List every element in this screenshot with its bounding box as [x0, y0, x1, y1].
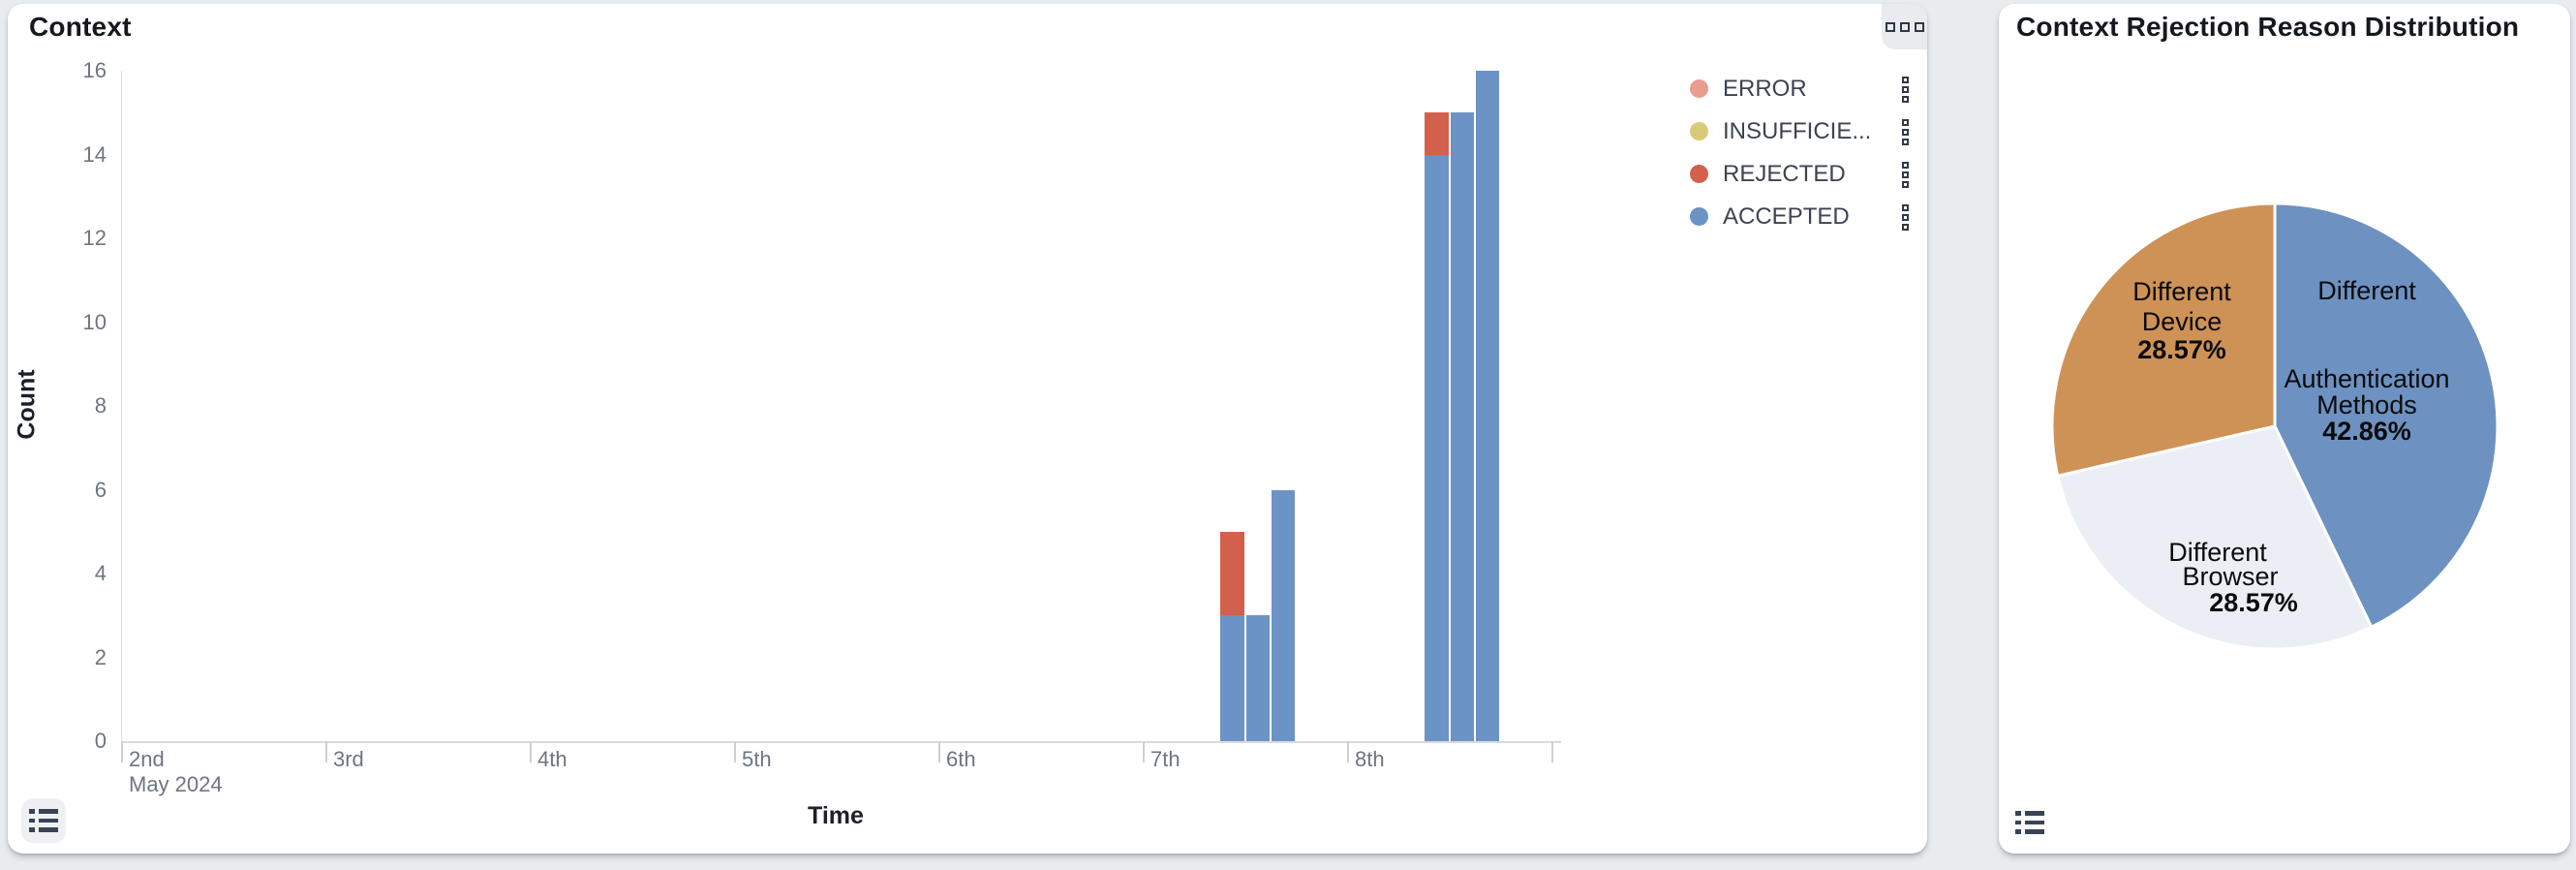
drag-handle-square — [1902, 139, 1909, 145]
pie-slice-percent: 28.57% — [2209, 588, 2298, 617]
y-axis-tick-label: 4 — [94, 561, 107, 585]
grid-dots-icon — [1914, 21, 1924, 32]
y-axis-tick-label: 10 — [82, 309, 107, 334]
x-axis-tick — [1551, 741, 1553, 762]
drag-handle-square — [1902, 171, 1909, 178]
y-axis-tick-label: 16 — [82, 58, 107, 82]
pie-labels: Different Authentication Methods 42.86% Diff… — [1999, 4, 2570, 854]
bar-segment-accepted[interactable] — [1220, 615, 1244, 741]
drag-handle-square — [1902, 204, 1909, 211]
pie-slice-label: Authentication — [2284, 364, 2450, 393]
legend-drag-handle-icon[interactable] — [1902, 162, 1909, 188]
y-axis-tick-label: 0 — [94, 729, 107, 753]
x-axis-tick — [938, 741, 940, 762]
legend-item-label[interactable]: REJECTED — [1723, 161, 1846, 187]
x-axis-sub-label: May 2024 — [129, 772, 223, 796]
y-axis-tick-label: 12 — [82, 226, 107, 250]
bar-segment-rejected[interactable] — [1425, 112, 1449, 155]
pie-slice-label: Browser — [2182, 562, 2279, 591]
grid-dots-icon — [1885, 21, 1895, 32]
chart-legend: ERROR INSUFFICIE... REJECTED ACCEPTED — [8, 4, 1927, 256]
drag-handle-square — [1902, 162, 1909, 169]
panel-options-button[interactable] — [1882, 4, 1927, 49]
legend-item-label[interactable]: ERROR — [1723, 76, 1807, 102]
pie-slice-label: Different — [2132, 277, 2231, 306]
x-axis-tick — [121, 741, 123, 762]
y-axis-line — [121, 71, 122, 741]
drag-handle-square — [1902, 77, 1909, 83]
x-axis-tick-label: 7th — [1150, 747, 1181, 771]
list-view-button[interactable] — [2013, 808, 2046, 837]
x-axis-tick-label: 4th — [537, 747, 567, 771]
y-axis-tick-label: 2 — [94, 644, 107, 669]
legend-item-label[interactable]: ACCEPTED — [1723, 203, 1850, 230]
drag-handle-square — [1902, 119, 1909, 126]
panel-title-pie: Context Rejection Reason Distribution — [2016, 12, 2520, 42]
list-icon — [2015, 811, 2044, 834]
drag-handle-square — [1902, 181, 1909, 188]
x-axis-tick-label: 8th — [1355, 747, 1385, 771]
y-axis-tick-label: 14 — [82, 141, 107, 167]
x-axis-tick — [530, 741, 532, 762]
pie-slice-percent: 28.57% — [2137, 335, 2226, 364]
bar-segment-accepted[interactable] — [1475, 71, 1500, 741]
bar-segment-rejected[interactable] — [1220, 531, 1244, 616]
bar-segment-accepted[interactable] — [1245, 615, 1270, 741]
legend-item-label[interactable]: INSUFFICIE... — [1723, 118, 1872, 144]
x-axis-title: Time — [808, 802, 864, 829]
legend-drag-handle-icon[interactable] — [1902, 204, 1909, 231]
bar-chart-plot-area: 0 2 4 6 8 10 12 14 16 2nd May 2024 3rd 4th 5th 6th 7th 8… — [8, 4, 1927, 854]
grid-dots-icon — [1899, 21, 1910, 32]
pie-slice-label: Device — [2141, 307, 2223, 336]
x-axis-tick-label: 5th — [742, 747, 772, 771]
drag-handle-square — [1902, 214, 1909, 221]
bar-segment-accepted[interactable] — [1425, 154, 1449, 741]
pie-slice-label: Methods — [2316, 390, 2417, 419]
drag-handle-square — [1902, 96, 1909, 103]
bar-segment-accepted[interactable] — [1271, 489, 1296, 741]
legend-drag-handle-icon[interactable] — [1902, 119, 1909, 145]
x-axis-tick-label: 3rd — [333, 747, 364, 771]
list-icon — [29, 809, 58, 832]
x-axis-tick-label: 2nd — [129, 747, 165, 771]
context-chart-panel: Context Count Time 0 2 4 6 8 10 12 14 16 2nd May 2… — [8, 4, 1927, 854]
legend-color-dot — [1690, 207, 1708, 226]
legend-color-dot — [1690, 79, 1708, 98]
pie-slice-label: Different — [2317, 276, 2416, 305]
pie-slice-label: Different — [2168, 538, 2267, 567]
x-axis-tick-label: 6th — [946, 747, 976, 771]
bar-segment-accepted[interactable] — [1450, 112, 1474, 741]
pie-chart-panel: Context Rejection Reason Distribution Di… — [1999, 4, 2570, 854]
legend-drag-handle-icon[interactable] — [1902, 77, 1909, 103]
drag-handle-square — [1902, 86, 1909, 93]
panel-title-context: Context — [29, 12, 132, 42]
legend-color-dot — [1690, 122, 1708, 140]
x-axis-tick — [325, 741, 327, 762]
pie-slice-percent: 42.86% — [2322, 417, 2411, 446]
drag-handle-square — [1902, 129, 1909, 136]
drag-handle-square — [1902, 224, 1909, 231]
pie-slice-different-device[interactable] — [2050, 202, 2277, 478]
y-axis-tick-label: 6 — [94, 477, 107, 502]
x-axis-tick — [734, 741, 736, 762]
pie-slice-different-browser[interactable] — [2056, 424, 2374, 651]
pie-chart — [2050, 202, 2499, 651]
list-view-button[interactable] — [21, 798, 66, 843]
x-axis-tick — [1347, 741, 1349, 762]
y-axis-tick-label: 8 — [94, 393, 107, 418]
x-axis-line — [121, 741, 1561, 743]
x-axis-tick — [1143, 741, 1145, 762]
pie-slice-different-authentication-methods[interactable] — [2273, 202, 2499, 629]
legend-color-dot — [1690, 165, 1708, 183]
